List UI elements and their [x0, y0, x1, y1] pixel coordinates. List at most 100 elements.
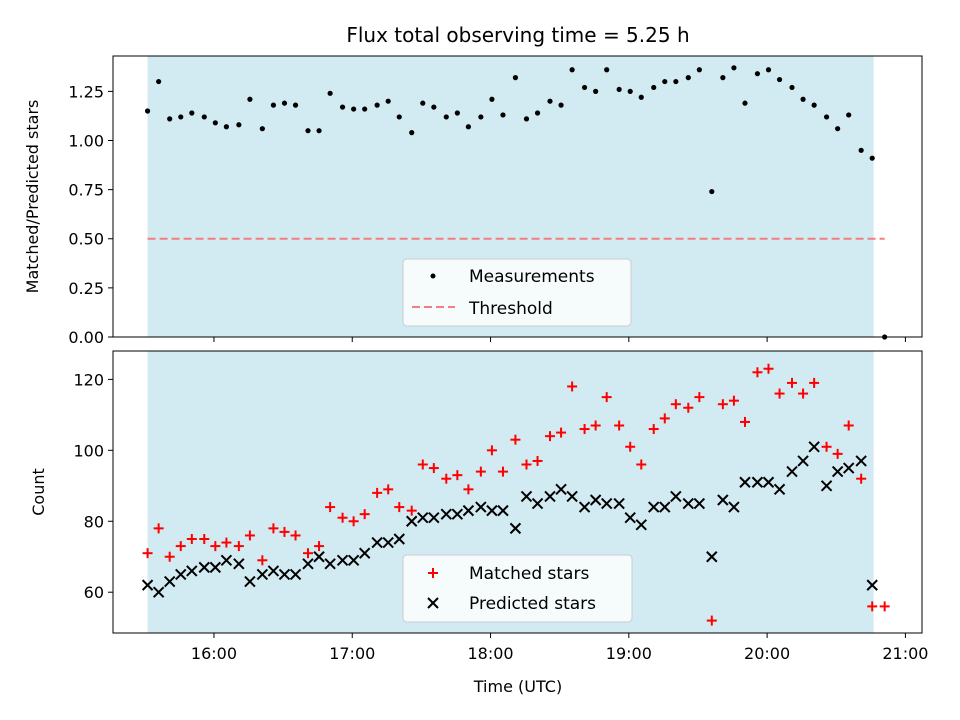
- ratio-x-axis-ticks: [213, 337, 906, 342]
- matched-star-point: [497, 466, 508, 477]
- matched-star-point: [510, 434, 521, 445]
- count-panel: 60 80 100 120 16:00 17:00 18:00 19:00 20:00 21:0…: [29, 350, 928, 696]
- matched-star-point: [244, 530, 255, 541]
- matched-star-point: [752, 367, 763, 378]
- ratio-plot-frame: [112, 55, 923, 338]
- matched-star-point: [717, 399, 728, 410]
- legend-label-predicted: Predicted stars: [469, 594, 596, 614]
- predicted-star-point: [531, 497, 544, 510]
- measurement-point: [465, 124, 472, 130]
- predicted-star-point: [313, 551, 325, 563]
- predicted-star-point: [141, 579, 154, 591]
- count-legend-box: [402, 554, 633, 623]
- measurement-point: [523, 116, 530, 122]
- ratio-y-tick-label: 0.25: [68, 279, 104, 298]
- predicted-star-point: [589, 494, 602, 506]
- count-y-tick-label: 80: [84, 512, 104, 531]
- predicted-star-point: [163, 575, 176, 588]
- measurement-point: [581, 84, 588, 91]
- measurement-point: [869, 155, 875, 161]
- measurement-point: [201, 114, 207, 120]
- matched-star-point: [314, 541, 325, 552]
- ratio-legend: Measurements Threshold: [402, 258, 632, 327]
- measurement-point: [156, 78, 162, 85]
- predicted-star-point: [302, 558, 314, 570]
- count-x-axis-ticks: 16:00 17:00 18:00 19:00 20:00 21:00: [191, 633, 928, 663]
- ratio-y-tick-label: 1.25: [68, 82, 104, 101]
- count-legend: Matched stars Predicted stars: [402, 554, 633, 623]
- ratio-y-axis-ticks: 0.00 0.25 0.50 0.75 1.00 1.25: [68, 82, 113, 347]
- predicted-star-point: [358, 547, 371, 559]
- ratio-y-tick-label: 0.00: [68, 328, 104, 347]
- predicted-star-point: [682, 497, 694, 510]
- predicted-star-point: [624, 512, 636, 524]
- predicted-star-point: [600, 497, 613, 510]
- predicted-star-point: [220, 554, 233, 566]
- ratio-y-tick-label: 0.50: [68, 230, 104, 249]
- x-tick-label: 21:00: [882, 644, 928, 663]
- predicted-star-point: [393, 533, 405, 545]
- matched-star-point: [809, 377, 820, 388]
- predicted-star-point: [831, 465, 844, 478]
- predicted-star-point: [659, 501, 671, 513]
- matched-star-point: [567, 381, 578, 392]
- measurement-point: [765, 67, 772, 73]
- measurement-point: [627, 88, 633, 94]
- matched-star-point: [175, 541, 186, 552]
- measurement-point: [789, 84, 795, 91]
- predicted-star-point: [462, 504, 475, 517]
- predicted-star-point: [728, 501, 740, 513]
- predicted-star-point: [256, 568, 269, 581]
- measurement-point: [500, 112, 506, 118]
- measurement-point: [178, 114, 184, 120]
- matched-star-point: [579, 424, 590, 435]
- predicted-star-point: [808, 441, 820, 453]
- predicted-star-point: [544, 490, 556, 503]
- matched-star-point: [325, 502, 336, 513]
- predicted-star-point: [670, 490, 682, 503]
- predicted-star-point: [613, 497, 625, 510]
- measurement-point: [696, 67, 702, 73]
- predicted-star-point: [324, 558, 336, 570]
- predicted-star-point: [278, 568, 291, 581]
- predicted-star-point: [152, 586, 165, 598]
- matched-star-point: [544, 431, 555, 442]
- matched-star-point: [186, 534, 197, 544]
- predicted-star-point: [520, 490, 533, 503]
- x-tick-label: 16:00: [191, 644, 237, 663]
- matched-star-point: [556, 427, 567, 438]
- matched-star-point: [348, 516, 359, 527]
- matched-star-point: [694, 392, 705, 403]
- predicted-star-point: [509, 522, 522, 535]
- matched-star-point: [879, 601, 890, 612]
- matched-star-point: [739, 416, 750, 427]
- measurement-point: [351, 106, 357, 112]
- predicted-star-point: [382, 536, 394, 549]
- predicted-star-point: [555, 483, 567, 496]
- measurement-point: [167, 116, 173, 122]
- predicted-star-point: [693, 497, 706, 510]
- measurement-point: [754, 71, 761, 77]
- predicted-star-point: [406, 515, 418, 527]
- measurement-point: [292, 102, 299, 108]
- predicted-star-point: [440, 508, 452, 520]
- predicted-star-point: [175, 568, 187, 581]
- predicted-star-point: [717, 494, 729, 506]
- measurement-point: [651, 84, 657, 91]
- measurement-point: [305, 128, 311, 134]
- matched-star-point: [798, 388, 809, 399]
- predicted-star-point: [762, 476, 775, 488]
- predicted-star-point: [267, 565, 280, 577]
- measurement-point: [673, 78, 679, 85]
- predicted-star-point: [347, 554, 360, 566]
- matched-star-point: [199, 534, 210, 544]
- ratio-y-axis-label: Matched/Predicted stars: [23, 100, 42, 294]
- matched-star-point: [625, 441, 636, 452]
- matched-star-point: [856, 473, 867, 484]
- measurement-point: [604, 67, 610, 73]
- measurement-point: [858, 147, 864, 153]
- predicted-star-point: [648, 501, 660, 513]
- measurement-point: [236, 122, 242, 128]
- predicted-star-point: [475, 501, 487, 513]
- measurement-point: [431, 104, 437, 110]
